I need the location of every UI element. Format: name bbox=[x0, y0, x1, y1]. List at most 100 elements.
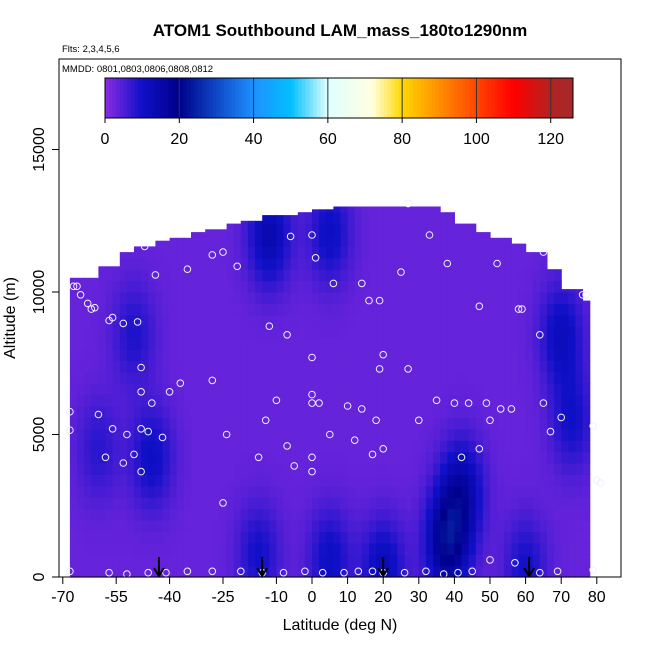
heatmap-cell bbox=[575, 292, 584, 304]
heatmap-cell bbox=[333, 428, 342, 441]
heatmap-cell bbox=[490, 303, 498, 316]
heatmap-cell bbox=[247, 485, 256, 498]
heatmap-cell bbox=[390, 223, 398, 236]
heatmap-cell bbox=[376, 508, 384, 521]
heatmap-cell bbox=[162, 497, 171, 510]
heatmap-cell bbox=[155, 280, 164, 293]
heatmap-cell bbox=[333, 292, 342, 304]
heatmap-cell bbox=[105, 440, 114, 453]
sample-point bbox=[475, 445, 484, 453]
heatmap-cell bbox=[475, 360, 484, 373]
colorbar-swatch bbox=[268, 78, 273, 118]
heatmap-cell bbox=[319, 337, 327, 350]
heatmap-cell bbox=[547, 337, 555, 350]
heatmap-cell bbox=[176, 383, 185, 396]
heatmap-cell bbox=[319, 349, 327, 361]
heatmap-cell bbox=[454, 485, 463, 498]
heatmap-cell bbox=[276, 269, 285, 282]
arrow-head bbox=[256, 567, 269, 578]
heatmap-cell bbox=[105, 406, 114, 418]
heatmap-cell bbox=[297, 417, 306, 430]
colorbar-swatch bbox=[487, 78, 492, 118]
heatmap-cell bbox=[91, 463, 99, 475]
heatmap-cell bbox=[269, 474, 277, 487]
heatmap-cell bbox=[255, 314, 263, 327]
heatmap-cell bbox=[119, 394, 128, 407]
heatmap-cell bbox=[191, 451, 199, 464]
heatmap-cell bbox=[233, 269, 242, 282]
heatmap-cell bbox=[340, 269, 349, 282]
heatmap-cell bbox=[69, 508, 78, 521]
heatmap-cell bbox=[176, 497, 185, 510]
heatmap-cell bbox=[134, 303, 142, 316]
heatmap-cell bbox=[141, 508, 149, 521]
heatmap-cell bbox=[219, 440, 228, 453]
heatmap-cell bbox=[447, 451, 455, 464]
sample-point bbox=[308, 467, 316, 476]
heatmap-cell bbox=[105, 280, 114, 293]
heatmap-cell bbox=[69, 349, 78, 361]
heatmap-cell bbox=[91, 451, 99, 464]
heatmap-cell bbox=[340, 474, 349, 487]
heatmap-cell bbox=[283, 406, 292, 418]
heatmap-cell bbox=[162, 269, 171, 282]
heatmap-cell bbox=[290, 246, 299, 259]
heatmap-cell bbox=[134, 520, 142, 532]
heatmap-cell bbox=[433, 360, 441, 373]
heatmap-cell bbox=[497, 531, 505, 544]
heatmap-cell bbox=[525, 257, 534, 270]
sample-point bbox=[151, 271, 160, 279]
heatmap-cell bbox=[290, 542, 299, 555]
heatmap-cell bbox=[518, 428, 527, 441]
heatmap-cell bbox=[148, 326, 156, 339]
heatmap-cell bbox=[547, 520, 555, 532]
heatmap-cell bbox=[283, 280, 292, 293]
heatmap-cell bbox=[475, 520, 484, 532]
heatmap-cell bbox=[77, 394, 85, 407]
heatmap-cell bbox=[290, 508, 299, 521]
heatmap-cell bbox=[433, 542, 441, 555]
heatmap-cell bbox=[155, 269, 164, 282]
arrow-head bbox=[523, 567, 536, 578]
heatmap-cell bbox=[183, 474, 192, 487]
heatmap-cell bbox=[219, 508, 228, 521]
heatmap-cell bbox=[91, 292, 99, 304]
heatmap-cell bbox=[276, 280, 285, 293]
colorbar-swatch bbox=[379, 78, 385, 118]
heatmap-cell bbox=[233, 280, 242, 293]
sample-point bbox=[486, 556, 494, 564]
heatmap-cell bbox=[461, 371, 470, 384]
heatmap-cell bbox=[148, 303, 156, 316]
heatmap-cell bbox=[77, 337, 85, 350]
heatmap-cell bbox=[126, 406, 135, 418]
heatmap-cell bbox=[176, 292, 185, 304]
heatmap-cell bbox=[247, 360, 256, 373]
heatmap-cell bbox=[568, 394, 576, 407]
heatmap-cell bbox=[155, 542, 164, 555]
heatmap-cell bbox=[148, 554, 156, 567]
heatmap-cell bbox=[198, 280, 206, 293]
heatmap-cell bbox=[141, 463, 149, 475]
heatmap-cell bbox=[226, 337, 235, 350]
heatmap-cell bbox=[319, 223, 327, 236]
heatmap-cell bbox=[162, 337, 171, 350]
heatmap-cell bbox=[183, 406, 192, 418]
colorbar-swatch bbox=[405, 78, 411, 118]
heatmap-cell bbox=[191, 371, 199, 384]
heatmap-cell bbox=[418, 383, 427, 396]
heatmap-cell bbox=[312, 520, 320, 532]
heatmap-cell bbox=[525, 428, 534, 441]
heatmap-cell bbox=[383, 497, 391, 510]
heatmap-cell bbox=[112, 451, 121, 464]
heatmap-cell bbox=[191, 232, 199, 236]
heatmap-cell bbox=[383, 269, 391, 282]
heatmap-cell bbox=[447, 326, 455, 339]
heatmap-cell bbox=[198, 520, 206, 532]
heatmap-cell bbox=[269, 497, 277, 510]
colorbar-swatch bbox=[190, 78, 195, 118]
heatmap-cell bbox=[141, 246, 149, 259]
heatmap-cell bbox=[411, 565, 420, 578]
heatmap-cell bbox=[461, 451, 470, 464]
heatmap-cell bbox=[376, 371, 384, 384]
heatmap-cell bbox=[354, 235, 363, 247]
